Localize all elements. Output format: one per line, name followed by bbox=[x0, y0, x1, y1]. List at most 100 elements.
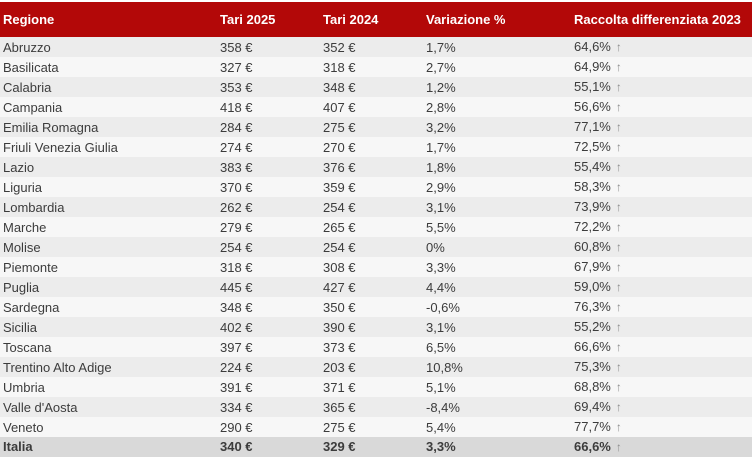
raccolta-cell: 55,1% ↑ bbox=[566, 77, 752, 97]
tari-2025-cell: 262 € bbox=[212, 197, 315, 217]
variazione-cell: 3,1% bbox=[418, 317, 566, 337]
raccolta-value: 72,2% bbox=[574, 219, 611, 234]
variazione-cell: 10,8% bbox=[418, 357, 566, 377]
raccolta-value: 72,5% bbox=[574, 139, 611, 154]
raccolta-value: 64,6% bbox=[574, 39, 611, 54]
raccolta-cell: 58,3% ↑ bbox=[566, 177, 752, 197]
raccolta-value: 73,9% bbox=[574, 199, 611, 214]
up-arrow-icon: ↑ bbox=[615, 240, 622, 254]
tari-2024-cell: 254 € bbox=[315, 197, 418, 217]
tari-2024-cell: 350 € bbox=[315, 297, 418, 317]
region-cell: Trentino Alto Adige bbox=[0, 357, 212, 377]
raccolta-value: 55,4% bbox=[574, 159, 611, 174]
tari-2025-cell: 418 € bbox=[212, 97, 315, 117]
table-row: Piemonte 318 € 308 € 3,3% 67,9% ↑ bbox=[0, 257, 752, 277]
raccolta-value: 75,3% bbox=[574, 359, 611, 374]
table-row: Valle d'Aosta 334 € 365 € -8,4% 69,4% ↑ bbox=[0, 397, 752, 417]
tari-2024-cell: 407 € bbox=[315, 97, 418, 117]
column-header-regione: Regione bbox=[0, 2, 212, 37]
raccolta-cell: 72,5% ↑ bbox=[566, 137, 752, 157]
up-arrow-icon: ↑ bbox=[615, 320, 622, 334]
up-arrow-icon: ↑ bbox=[615, 380, 622, 394]
raccolta-cell: 60,8% ↑ bbox=[566, 237, 752, 257]
raccolta-cell: 64,6% ↑ bbox=[566, 37, 752, 57]
table-footer: Italia 340 € 329 € 3,3% 66,6% ↑ bbox=[0, 437, 752, 457]
variazione-cell: 2,8% bbox=[418, 97, 566, 117]
up-arrow-icon: ↑ bbox=[615, 360, 622, 374]
table-row: Marche 279 € 265 € 5,5% 72,2% ↑ bbox=[0, 217, 752, 237]
raccolta-cell: 64,9% ↑ bbox=[566, 57, 752, 77]
region-cell: Puglia bbox=[0, 277, 212, 297]
region-cell: Lombardia bbox=[0, 197, 212, 217]
header-row: Regione Tari 2025 Tari 2024 Variazione %… bbox=[0, 2, 752, 37]
table-row: Toscana 397 € 373 € 6,5% 66,6% ↑ bbox=[0, 337, 752, 357]
region-cell: Molise bbox=[0, 237, 212, 257]
raccolta-value: 67,9% bbox=[574, 259, 611, 274]
raccolta-value: 69,4% bbox=[574, 399, 611, 414]
tari-2025-cell: 279 € bbox=[212, 217, 315, 237]
table-body: Abruzzo 358 € 352 € 1,7% 64,6% ↑ Basilica… bbox=[0, 37, 752, 437]
up-arrow-icon: ↑ bbox=[615, 160, 622, 174]
table-row: Campania 418 € 407 € 2,8% 56,6% ↑ bbox=[0, 97, 752, 117]
tari-2024-cell: 270 € bbox=[315, 137, 418, 157]
table-row: Sicilia 402 € 390 € 3,1% 55,2% ↑ bbox=[0, 317, 752, 337]
raccolta-value: 55,2% bbox=[574, 319, 611, 334]
raccolta-cell: 68,8% ↑ bbox=[566, 377, 752, 397]
variazione-cell: 5,5% bbox=[418, 217, 566, 237]
region-cell: Valle d'Aosta bbox=[0, 397, 212, 417]
variazione-cell: 3,3% bbox=[418, 257, 566, 277]
raccolta-cell: 72,2% ↑ bbox=[566, 217, 752, 237]
tari-2024-cell: 365 € bbox=[315, 397, 418, 417]
up-arrow-icon: ↑ bbox=[615, 40, 622, 54]
table-row: Liguria 370 € 359 € 2,9% 58,3% ↑ bbox=[0, 177, 752, 197]
raccolta-cell: 66,6% ↑ bbox=[566, 337, 752, 357]
tari-2025-cell: 358 € bbox=[212, 37, 315, 57]
region-cell: Umbria bbox=[0, 377, 212, 397]
raccolta-value: 66,6% bbox=[574, 439, 611, 454]
region-cell: Piemonte bbox=[0, 257, 212, 277]
tari-2024-cell: 308 € bbox=[315, 257, 418, 277]
raccolta-cell: 67,9% ↑ bbox=[566, 257, 752, 277]
tari-2024-cell: 352 € bbox=[315, 37, 418, 57]
tari-2025-cell: 370 € bbox=[212, 177, 315, 197]
tari-2025-cell: 290 € bbox=[212, 417, 315, 437]
table-row: Lazio 383 € 376 € 1,8% 55,4% ↑ bbox=[0, 157, 752, 177]
region-cell: Toscana bbox=[0, 337, 212, 357]
tari-2024-cell: 318 € bbox=[315, 57, 418, 77]
variazione-cell: 6,5% bbox=[418, 337, 566, 357]
tari-2024-cell: 376 € bbox=[315, 157, 418, 177]
variazione-cell: 1,2% bbox=[418, 77, 566, 97]
up-arrow-icon: ↑ bbox=[615, 300, 622, 314]
column-header-tari-2025: Tari 2025 bbox=[212, 2, 315, 37]
region-cell: Calabria bbox=[0, 77, 212, 97]
region-cell: Basilicata bbox=[0, 57, 212, 77]
table-row: Puglia 445 € 427 € 4,4% 59,0% ↑ bbox=[0, 277, 752, 297]
region-cell: Abruzzo bbox=[0, 37, 212, 57]
tari-2025-cell: 391 € bbox=[212, 377, 315, 397]
variazione-cell: -0,6% bbox=[418, 297, 566, 317]
raccolta-cell: 77,7% ↑ bbox=[566, 417, 752, 437]
variazione-cell: -8,4% bbox=[418, 397, 566, 417]
variazione-cell: 4,4% bbox=[418, 277, 566, 297]
raccolta-value: 60,8% bbox=[574, 239, 611, 254]
region-cell: Liguria bbox=[0, 177, 212, 197]
up-arrow-icon: ↑ bbox=[615, 180, 622, 194]
tari-2024-cell: 254 € bbox=[315, 237, 418, 257]
table-row: Abruzzo 358 € 352 € 1,7% 64,6% ↑ bbox=[0, 37, 752, 57]
column-header-tari-2024: Tari 2024 bbox=[315, 2, 418, 37]
region-cell: Friuli Venezia Giulia bbox=[0, 137, 212, 157]
table-row: Sardegna 348 € 350 € -0,6% 76,3% ↑ bbox=[0, 297, 752, 317]
up-arrow-icon: ↑ bbox=[615, 220, 622, 234]
raccolta-value: 68,8% bbox=[574, 379, 611, 394]
region-cell: Emilia Romagna bbox=[0, 117, 212, 137]
tari-2025-cell: 284 € bbox=[212, 117, 315, 137]
region-cell: Italia bbox=[0, 437, 212, 457]
column-header-variazione: Variazione % bbox=[418, 2, 566, 37]
tari-2024-cell: 371 € bbox=[315, 377, 418, 397]
raccolta-value: 66,6% bbox=[574, 339, 611, 354]
tari-2024-cell: 373 € bbox=[315, 337, 418, 357]
tari-2025-cell: 445 € bbox=[212, 277, 315, 297]
tari-2025-cell: 254 € bbox=[212, 237, 315, 257]
raccolta-cell: 73,9% ↑ bbox=[566, 197, 752, 217]
up-arrow-icon: ↑ bbox=[615, 340, 622, 354]
